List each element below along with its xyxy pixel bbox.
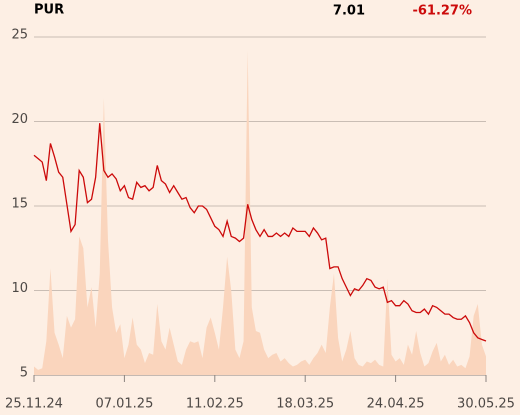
- y-tick-label: 15: [11, 197, 28, 212]
- y-tick-label: 10: [11, 281, 28, 296]
- symbol: PUR: [34, 3, 64, 18]
- x-tick-label: 18.03.25: [276, 397, 334, 412]
- price-line: [33, 123, 487, 342]
- y-tick-label: 20: [11, 112, 28, 127]
- price: 7.01: [333, 4, 365, 19]
- change: -61.27%: [412, 4, 472, 19]
- x-tick-label: 25.11.24: [5, 397, 63, 412]
- x-tick-label: 24.04.25: [367, 397, 425, 412]
- x-tick-label: 07.01.25: [95, 397, 153, 412]
- y-tick-label: 25: [11, 28, 28, 43]
- x-tick-label: 11.02.25: [186, 397, 244, 412]
- x-tick-label: 30.05.25: [457, 397, 515, 412]
- volume-area: [34, 50, 486, 376]
- y-tick-label: 5: [20, 366, 28, 381]
